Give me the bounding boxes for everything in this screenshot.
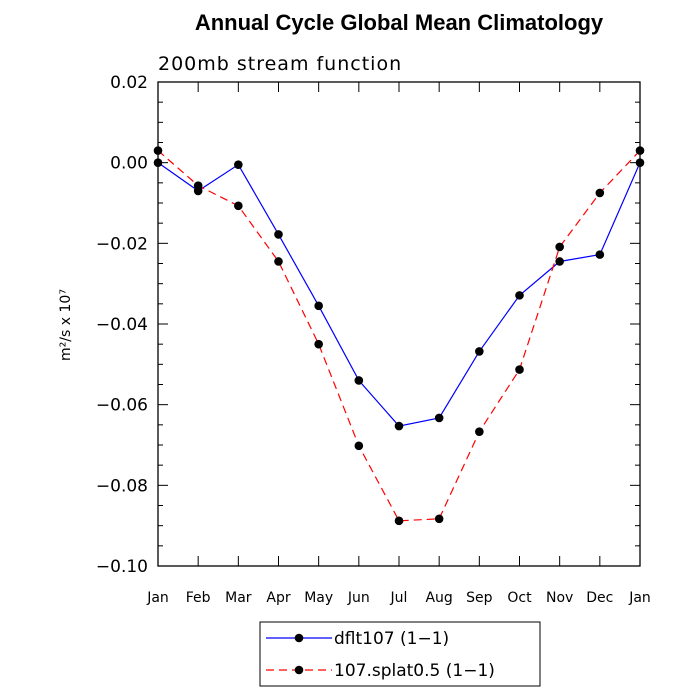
data-point	[234, 201, 243, 211]
x-tick-label: Dec	[586, 590, 613, 606]
y-axis-label: m²/s x 10⁷	[58, 289, 74, 361]
data-point	[314, 301, 323, 311]
data-point	[153, 158, 163, 167]
y-tick-label: −0.08	[96, 476, 148, 496]
data-point	[354, 441, 364, 451]
y-tick-label: 0.02	[110, 73, 148, 93]
data-point	[434, 413, 444, 423]
x-tick-label: Sep	[466, 590, 493, 606]
data-point	[555, 257, 564, 266]
data-point	[515, 291, 524, 300]
x-tick-label: May	[304, 590, 333, 606]
legend-marker-1	[294, 633, 304, 643]
data-point	[394, 421, 404, 431]
x-tick-label: Jan	[628, 590, 651, 606]
x-tick-label: Jul	[390, 590, 408, 606]
x-tick-label: Nov	[546, 590, 573, 606]
series-line-2	[157, 150, 641, 522]
data-point	[475, 347, 484, 356]
x-tick-label: Apr	[266, 590, 290, 606]
data-point	[595, 188, 605, 198]
data-point	[314, 339, 323, 349]
data-point	[193, 181, 203, 190]
data-point	[274, 257, 283, 266]
data-point	[274, 230, 283, 239]
data-point	[394, 516, 404, 526]
data-point	[475, 427, 484, 436]
x-tick-label: Feb	[186, 590, 211, 606]
y-tick-label: −0.10	[96, 557, 148, 577]
chart-title: Annual Cycle Global Mean Climatology	[195, 10, 604, 35]
x-tick-label: Jun	[347, 590, 370, 606]
legend: dflt107 (1−1) 107.splat0.5 (1−1)	[259, 621, 541, 687]
x-tick-label: Mar	[225, 590, 252, 606]
x-tick-label: Oct	[507, 590, 532, 606]
legend-marker-2	[294, 665, 304, 675]
data-point	[635, 146, 645, 155]
data-point	[555, 242, 564, 252]
legend-box	[259, 621, 541, 687]
legend-label-2: 107.splat0.5 (1−1)	[334, 661, 495, 681]
plot-area: 0.02 0.00 −0.02 −0.04 −0.06 −0.08 −0.10 Jan Feb M…	[96, 73, 651, 606]
y-tick-label: −0.04	[96, 315, 148, 335]
chart-subtitle: 200mb stream function	[158, 53, 402, 75]
data-point	[234, 160, 243, 169]
legend-label-1: dflt107 (1−1)	[334, 629, 449, 649]
y-tick-label: 0.00	[110, 154, 148, 174]
data-point	[595, 250, 605, 259]
x-tick-label: Jan	[146, 590, 169, 606]
data-point	[515, 365, 524, 374]
data-point	[354, 376, 364, 385]
series-line-1	[157, 162, 641, 427]
data-point	[434, 514, 444, 524]
plot-frame	[157, 81, 641, 567]
data-point	[153, 146, 163, 155]
x-tick-label: Aug	[425, 590, 452, 606]
y-tick-label: −0.02	[96, 234, 148, 254]
y-tick-label: −0.06	[96, 396, 148, 416]
data-point	[635, 158, 645, 167]
